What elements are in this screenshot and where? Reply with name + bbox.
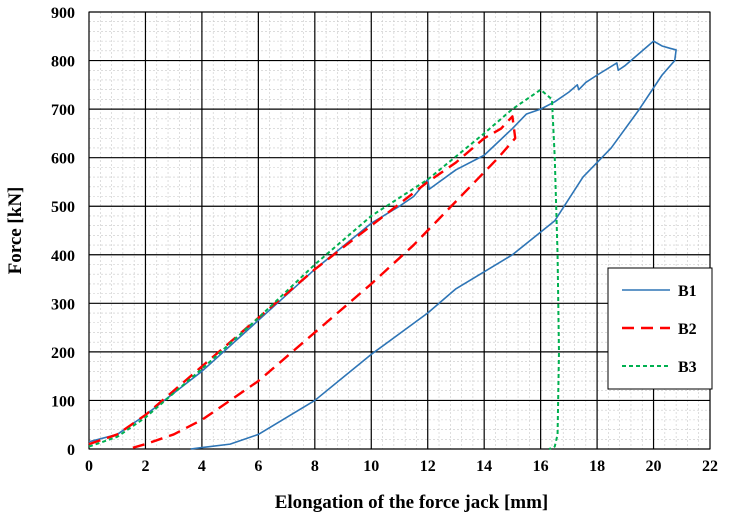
plot-area-frame <box>88 11 711 450</box>
y-tick-label: 500 <box>51 199 75 216</box>
legend: B1 B2 B3 <box>607 267 713 390</box>
y-tick-label: 0 <box>67 442 75 459</box>
x-tick-label: 22 <box>702 458 718 475</box>
y-tick-label: 600 <box>51 151 75 168</box>
y-tick-label: 100 <box>51 393 75 410</box>
y-tick-label: 900 <box>51 5 75 22</box>
y-axis-tick-labels: 0 100 200 300 400 500 600 700 800 900 <box>51 5 75 459</box>
x-tick-label: 16 <box>533 458 549 475</box>
x-tick-label: 12 <box>420 458 436 475</box>
x-tick-label: 0 <box>85 458 93 475</box>
legend-label-b2: B2 <box>678 321 697 338</box>
legend-label-b1: B1 <box>678 283 697 300</box>
x-tick-label: 4 <box>198 458 206 475</box>
x-tick-label: 18 <box>589 458 605 475</box>
x-tick-label: 2 <box>141 458 149 475</box>
series-line-b2 <box>88 115 517 451</box>
x-axis-title: Elongation of the force jack [mm] <box>275 492 549 513</box>
legend-label-b3: B3 <box>678 359 697 376</box>
y-tick-label: 200 <box>51 345 75 362</box>
y-tick-label: 400 <box>51 248 75 265</box>
y-tick-label: 800 <box>51 54 75 71</box>
series-line-b3 <box>88 88 560 450</box>
x-tick-label: 20 <box>646 458 662 475</box>
series-layer <box>88 40 677 451</box>
y-tick-label: 300 <box>51 296 75 313</box>
series-line-b1 <box>88 40 677 450</box>
x-tick-label: 14 <box>476 458 492 475</box>
y-axis-title: Force [kN] <box>5 187 26 275</box>
x-tick-label: 8 <box>311 458 319 475</box>
x-tick-label: 10 <box>363 458 379 475</box>
x-axis-tick-labels: 0 2 4 6 8 10 12 14 16 18 20 22 <box>85 458 718 475</box>
x-tick-label: 6 <box>254 458 262 475</box>
y-tick-label: 700 <box>51 102 75 119</box>
